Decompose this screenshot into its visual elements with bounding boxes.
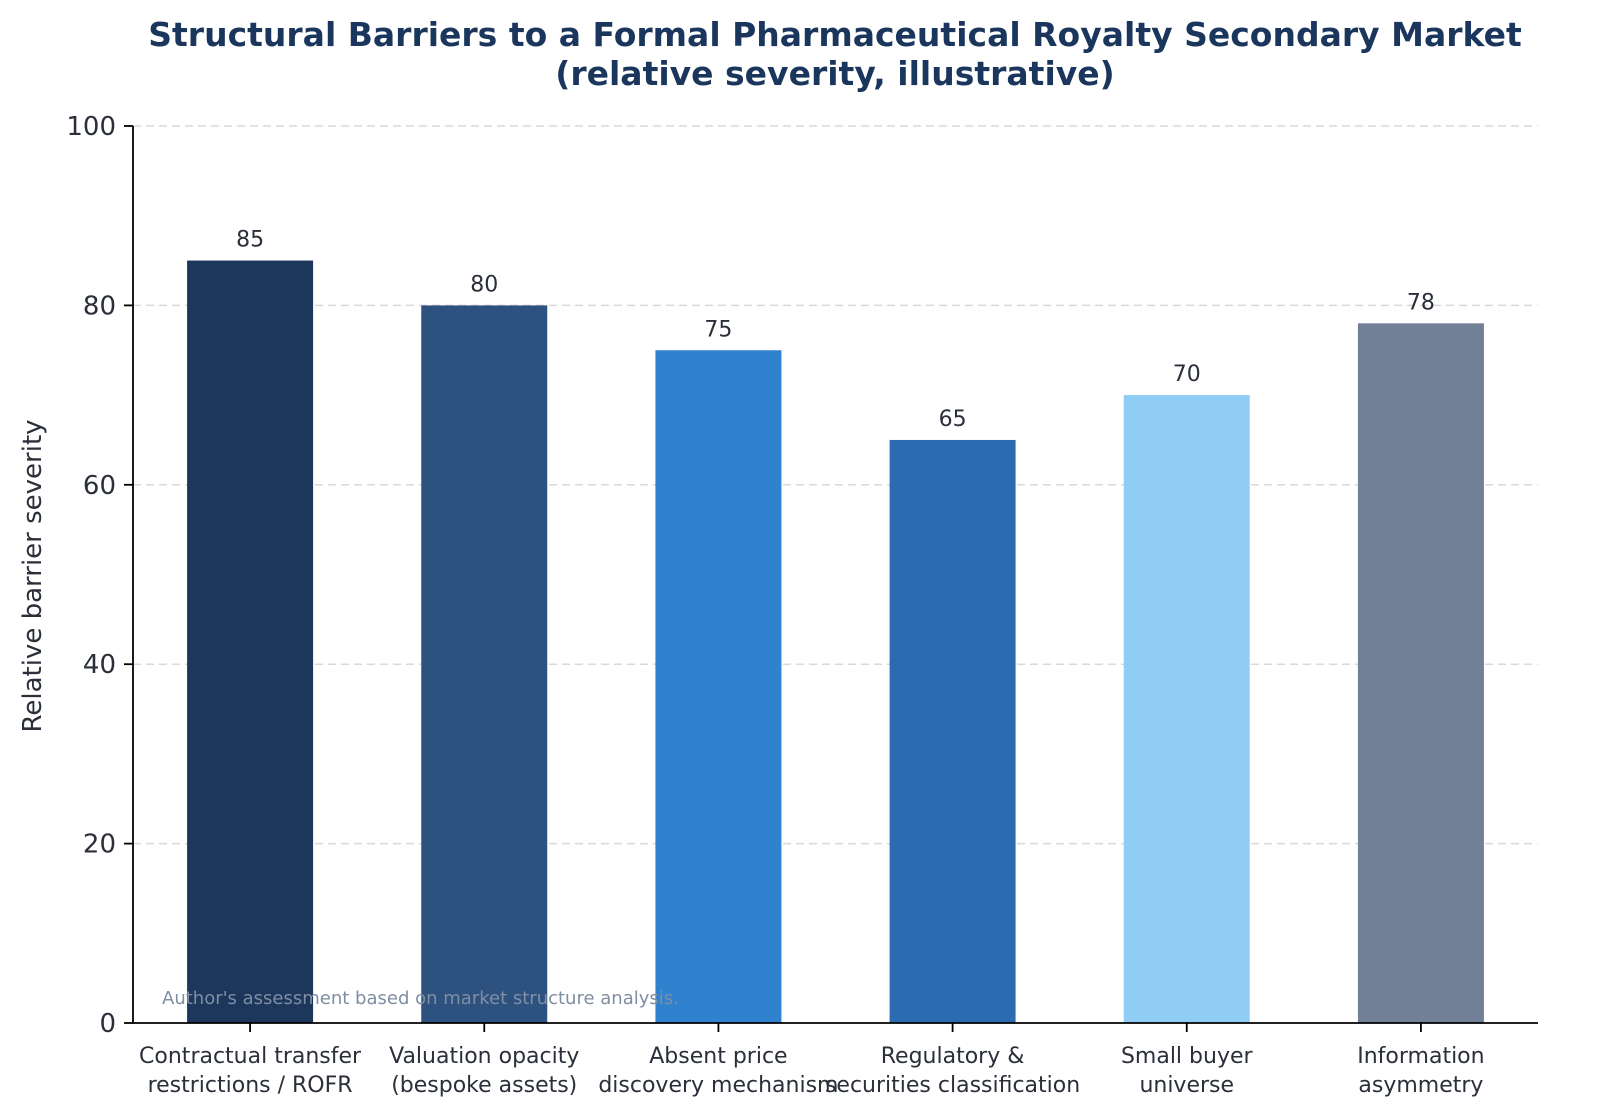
bar-1	[421, 305, 548, 1023]
x-tick-label-1: Valuation opacity (bespoke assets)	[389, 1044, 579, 1098]
x-tick-label-4-line-0: Small buyer	[1121, 1044, 1254, 1069]
x-tick-label-0: Contractual transfer restrictions / ROFR	[139, 1044, 362, 1098]
x-tick-label-5-line-0: Information	[1357, 1044, 1484, 1069]
value-label-1: 80	[470, 272, 498, 297]
bar-5	[1357, 323, 1484, 1024]
x-tick-label-5-line-1: asymmetry	[1358, 1073, 1483, 1098]
bar-4	[1123, 395, 1250, 1024]
axes	[132, 126, 1538, 1024]
chart-title-line-1: Structural Barriers to a Formal Pharmace…	[148, 15, 1522, 54]
x-tick-label-5: Information asymmetry	[1357, 1044, 1484, 1098]
value-labels: 85 80 75 65 70 78	[236, 228, 1435, 432]
y-tick-label-0: 0	[99, 1009, 116, 1039]
x-tick-label-4-line-1: universe	[1139, 1073, 1234, 1098]
x-tick-label-1-line-0: Valuation opacity	[389, 1044, 579, 1069]
y-tick-label-80: 80	[83, 291, 116, 321]
y-tick-label-100: 100	[66, 112, 116, 142]
value-label-2: 75	[704, 317, 732, 342]
x-tick-label-2: Absent price discovery mechanism	[598, 1044, 838, 1098]
value-label-0: 85	[236, 228, 264, 253]
value-label-3: 65	[939, 407, 967, 432]
value-label-4: 70	[1173, 362, 1201, 387]
y-axis-label: Relative barrier severity	[18, 419, 48, 732]
bar-3	[889, 439, 1016, 1023]
gridlines	[133, 125, 1538, 845]
source-note: Author's assessment based on market stru…	[162, 988, 679, 1009]
x-tick-label-3: Regulatory & securities classification	[825, 1044, 1080, 1098]
x-tick-label-0-line-1: restrictions / ROFR	[148, 1073, 353, 1098]
x-tick-label-1-line-1: (bespoke assets)	[391, 1073, 577, 1098]
bar-2	[655, 350, 782, 1023]
bar-0	[187, 260, 314, 1023]
x-tick-label-2-line-1: discovery mechanism	[598, 1073, 838, 1098]
x-tick-label-2-line-0: Absent price	[649, 1044, 787, 1069]
chart-title-line-2: (relative severity, illustrative)	[555, 54, 1115, 93]
y-tick-label-20: 20	[83, 830, 116, 860]
x-tick-label-3-line-0: Regulatory &	[881, 1044, 1025, 1069]
value-label-5: 78	[1407, 290, 1435, 315]
x-tick-label-3-line-1: securities classification	[825, 1073, 1080, 1098]
x-tick-label-4: Small buyer universe	[1121, 1044, 1254, 1098]
bars	[187, 260, 1484, 1024]
y-tick-label-40: 40	[83, 650, 116, 680]
x-tick-label-0-line-0: Contractual transfer	[139, 1044, 362, 1069]
y-tick-label-60: 60	[83, 471, 116, 501]
x-ticks: Contractual transfer restrictions / ROFR V…	[139, 1023, 1485, 1098]
y-ticks: 0 20 40 60 80 100	[66, 112, 133, 1039]
